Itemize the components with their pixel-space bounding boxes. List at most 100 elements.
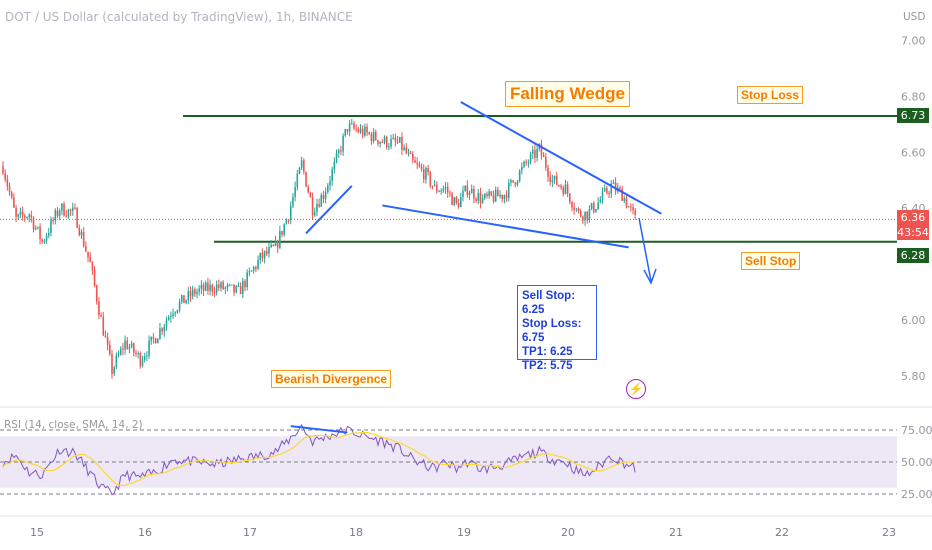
candle-body: [590, 203, 593, 210]
candle-106: [233, 284, 235, 297]
candle-body: [460, 196, 462, 208]
candle-268: [586, 211, 589, 224]
candle-body: [298, 167, 301, 174]
candle-body: [377, 140, 379, 144]
candle-body: [215, 284, 218, 293]
candle-233: [510, 178, 512, 187]
candle-58: [128, 344, 131, 354]
candle-body: [374, 131, 377, 141]
candle-22: [50, 216, 52, 237]
candle-body: [152, 336, 155, 339]
candle-223: [488, 188, 490, 200]
candle-202: [442, 185, 445, 193]
candle-body: [414, 160, 416, 163]
candle-13: [30, 210, 33, 223]
candle-body: [412, 153, 414, 161]
candle-80: [176, 309, 179, 314]
sell-stop-price-label: 6.28: [897, 248, 929, 263]
candle-body: [355, 128, 357, 130]
candle-167: [366, 123, 368, 136]
candle-body: [540, 144, 543, 156]
candle-body: [74, 207, 76, 209]
candle-49: [109, 340, 111, 357]
candle-body: [418, 164, 421, 167]
candle-133: [292, 192, 294, 209]
candle-body: [634, 210, 636, 215]
x-tick-21: 21: [669, 526, 683, 539]
trade-info-box: Sell Stop: 6.25 Stop Loss: 6.75 TP1: 6.2…: [517, 285, 597, 372]
candle-197: [431, 185, 434, 190]
rising-support: [305, 185, 353, 235]
candle-74: [163, 323, 166, 337]
candle-body: [242, 280, 244, 295]
candle-252: [551, 174, 554, 188]
candle-body: [555, 175, 558, 185]
candle-155: [340, 145, 342, 156]
x-tick-18: 18: [349, 526, 363, 539]
candle-body: [85, 246, 87, 252]
candle-body: [351, 123, 353, 125]
candle-149: [327, 183, 329, 194]
candle-body: [154, 338, 157, 344]
candle-body: [170, 316, 172, 318]
candle-body: [294, 187, 296, 197]
candle-206: [451, 191, 453, 206]
y-tick-1: 6.80: [901, 90, 926, 103]
candle-body: [104, 335, 107, 338]
candle-body: [244, 280, 246, 288]
candle-body: [76, 208, 78, 228]
candle-185: [405, 143, 408, 155]
candle-201: [440, 188, 442, 195]
candle-body: [577, 208, 580, 212]
candle-body: [457, 203, 460, 208]
candle-body: [272, 244, 275, 246]
candle-body: [464, 185, 466, 191]
countdown-label: 43:54: [897, 225, 929, 240]
candle-79: [174, 311, 177, 318]
candle-46: [102, 311, 105, 337]
candle-body: [226, 284, 229, 288]
candle-276: [603, 184, 606, 193]
candle-189: [414, 156, 416, 163]
candle-body: [270, 244, 272, 248]
candle-198: [433, 180, 436, 187]
candle-242: [529, 151, 532, 165]
candle-98: [215, 280, 218, 296]
candle-body: [545, 157, 547, 168]
rsi-label: RSI (14, close, SMA, 14, 2): [4, 419, 143, 431]
candle-body: [89, 257, 91, 263]
candle-219: [479, 187, 482, 209]
candle-body: [322, 195, 325, 199]
candle-246: [538, 143, 541, 152]
stop-loss-price-label: 6.73: [897, 108, 929, 123]
candle-125: [274, 235, 277, 247]
candle-body: [200, 285, 203, 289]
candle-body: [274, 241, 277, 246]
candle-215: [470, 184, 473, 194]
candle-272: [595, 208, 597, 213]
candle-224: [490, 190, 493, 197]
candle-134: [294, 181, 296, 202]
candle-136: [298, 166, 301, 175]
candle-body: [388, 146, 390, 148]
candle-67: [148, 335, 150, 360]
y-tick-5: 5.80: [901, 370, 926, 383]
candle-21: [47, 227, 50, 239]
candle-body: [348, 123, 351, 132]
candle-90: [198, 285, 200, 296]
candle-body: [246, 272, 248, 288]
candle-body: [235, 285, 238, 293]
candle-body: [451, 193, 453, 205]
candle-221: [483, 192, 486, 201]
candle-170: [372, 128, 375, 144]
candle-body: [521, 166, 523, 171]
lightning-icon[interactable]: ⚡: [626, 379, 646, 399]
candle-178: [390, 134, 392, 150]
candle-209: [457, 198, 460, 209]
candle-277: [606, 185, 608, 195]
candle-body: [259, 252, 262, 261]
candle-body: [560, 185, 562, 188]
candle-30: [67, 208, 70, 220]
candle-body: [156, 338, 159, 344]
candle-153: [335, 149, 338, 164]
